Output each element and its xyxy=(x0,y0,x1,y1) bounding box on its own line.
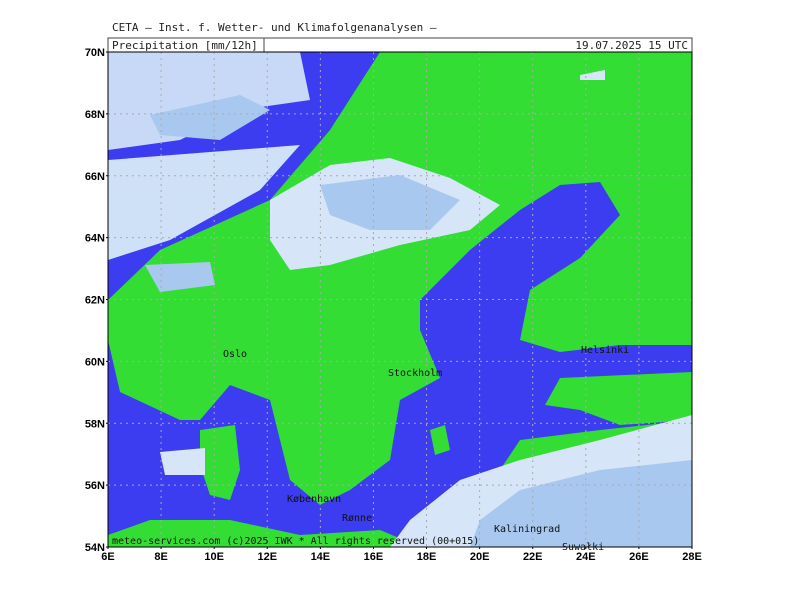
footer: meteo-services.com (c)2025 IWK * All rig… xyxy=(112,536,479,547)
land-denmark xyxy=(200,425,240,500)
precip-area xyxy=(145,262,215,292)
lon-label: 26E xyxy=(629,551,649,563)
lon-label: 16E xyxy=(364,551,384,563)
city-label: Kaliningrad xyxy=(494,524,560,535)
precip-area xyxy=(108,145,300,260)
city-label: Suwałki xyxy=(562,542,604,553)
precip-area xyxy=(150,95,270,140)
lat-label: 68N xyxy=(85,109,105,121)
lat-label: 54N xyxy=(85,542,105,554)
lon-label: 10E xyxy=(204,551,224,563)
lon-label: 24E xyxy=(576,551,596,563)
lat-label: 56N xyxy=(85,480,105,492)
precip-area xyxy=(320,175,460,230)
city-label: Stockholm xyxy=(388,368,442,379)
field-label: Precipitation [mm/12h] xyxy=(112,39,258,52)
lon-label: 8E xyxy=(154,551,167,563)
header-title: CETA — Inst. f. Wetter- und Klimafolgena… xyxy=(112,21,437,34)
lon-label: 12E xyxy=(257,551,277,563)
lat-label: 62N xyxy=(85,295,105,307)
lon-label: 14E xyxy=(311,551,331,563)
lon-label: 6E xyxy=(101,551,114,563)
city-label: Helsinki xyxy=(581,345,629,356)
lat-label: 60N xyxy=(85,356,105,368)
lon-label: 18E xyxy=(417,551,437,563)
valid-time: 19.07.2025 15 UTC xyxy=(575,39,688,52)
lon-label: 28E xyxy=(682,551,702,563)
lat-label: 58N xyxy=(85,418,105,430)
precip-area xyxy=(160,448,205,475)
land-scandinavia xyxy=(108,52,692,505)
city-label: Oslo xyxy=(223,349,247,360)
city-label: København xyxy=(287,494,341,505)
land-gotland xyxy=(430,425,450,455)
map-area xyxy=(108,52,692,547)
lon-label: 20E xyxy=(470,551,490,563)
lat-label: 70N xyxy=(85,47,105,59)
lat-label: 64N xyxy=(85,233,105,245)
city-label: Rønne xyxy=(342,513,372,524)
land-estonia xyxy=(545,372,692,425)
land-germany-poland xyxy=(108,520,420,547)
graticule xyxy=(108,52,692,547)
lon-label: 22E xyxy=(523,551,543,563)
lat-label: 66N xyxy=(85,171,105,183)
precip-area xyxy=(470,460,692,547)
